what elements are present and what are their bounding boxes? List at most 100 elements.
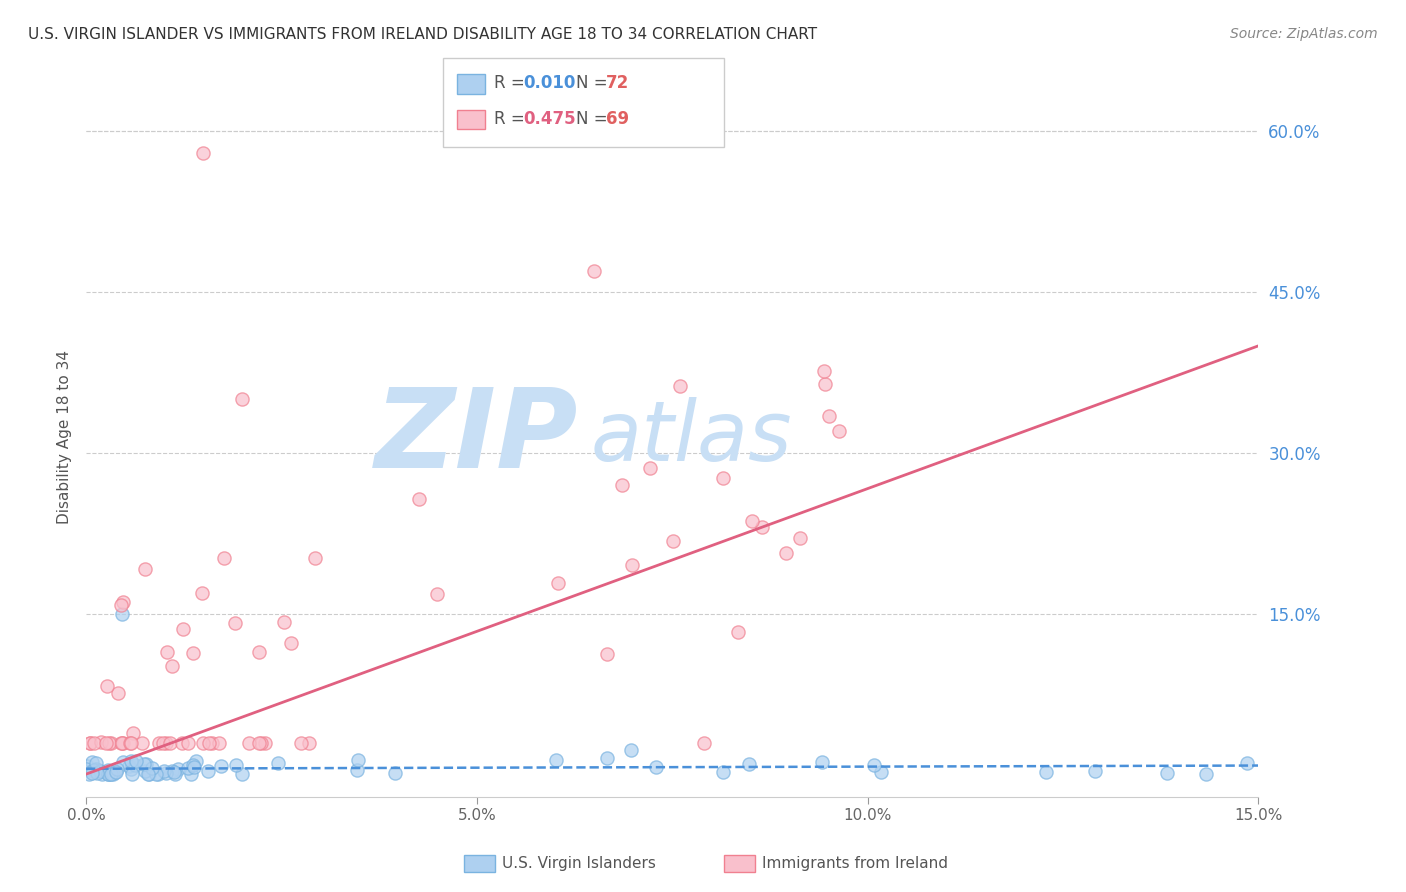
Point — [347, 753, 370, 767]
Point — [1084, 764, 1107, 779]
Point — [118, 759, 141, 773]
Point — [160, 659, 183, 673]
Point — [612, 478, 634, 492]
Point — [83, 736, 105, 750]
Point — [408, 492, 430, 507]
Point — [1035, 765, 1057, 780]
Point — [208, 736, 231, 750]
Point — [124, 754, 146, 768]
Point — [110, 736, 132, 750]
Point — [863, 758, 886, 772]
Point — [692, 736, 714, 750]
Point — [156, 645, 179, 659]
Point — [155, 765, 177, 780]
Point — [152, 736, 174, 750]
Point — [105, 764, 128, 779]
Point — [105, 762, 128, 776]
Point — [111, 755, 134, 769]
Point — [193, 145, 215, 160]
Point — [583, 263, 606, 277]
Point — [136, 767, 159, 781]
Point — [141, 761, 163, 775]
Point — [280, 636, 302, 650]
Point — [183, 760, 205, 774]
Point — [90, 735, 112, 749]
Y-axis label: Disability Age 18 to 34: Disability Age 18 to 34 — [58, 350, 72, 524]
Point — [148, 767, 170, 781]
Point — [197, 764, 219, 779]
Point — [79, 736, 101, 750]
Point — [104, 764, 127, 779]
Point — [97, 763, 120, 777]
Point — [97, 767, 120, 781]
Point — [148, 736, 170, 750]
Point — [181, 646, 204, 660]
Point — [79, 736, 101, 750]
Point — [727, 624, 749, 639]
Text: N =: N = — [576, 110, 613, 128]
Point — [177, 736, 200, 750]
Text: U.S. VIRGIN ISLANDER VS IMMIGRANTS FROM IRELAND DISABILITY AGE 18 TO 34 CORRELAT: U.S. VIRGIN ISLANDER VS IMMIGRANTS FROM … — [28, 27, 817, 42]
Point — [668, 379, 690, 393]
Point — [94, 736, 117, 750]
Point — [98, 766, 121, 780]
Text: ZIP: ZIP — [375, 384, 578, 491]
Text: Source: ZipAtlas.com: Source: ZipAtlas.com — [1230, 27, 1378, 41]
Point — [91, 767, 114, 781]
Point — [662, 533, 685, 548]
Point — [155, 736, 177, 750]
Text: 72: 72 — [606, 74, 630, 92]
Point — [134, 562, 156, 576]
Point — [814, 376, 837, 391]
Point — [789, 531, 811, 545]
Point — [138, 767, 160, 781]
Point — [620, 558, 643, 573]
Point — [118, 736, 141, 750]
Point — [172, 623, 194, 637]
Point — [186, 754, 208, 768]
Text: atlas: atlas — [591, 397, 792, 477]
Point — [77, 766, 100, 780]
Point — [163, 765, 186, 780]
Point — [191, 736, 214, 750]
Point — [120, 762, 142, 776]
Point — [110, 598, 132, 612]
Point — [212, 550, 235, 565]
Point — [238, 736, 260, 750]
Point — [711, 765, 734, 780]
Point — [869, 764, 891, 779]
Text: 0.475: 0.475 — [523, 110, 575, 128]
Point — [111, 595, 134, 609]
Point — [98, 736, 121, 750]
Point — [817, 409, 839, 423]
Point — [131, 736, 153, 750]
Point — [1156, 766, 1178, 780]
Point — [86, 763, 108, 777]
Point — [273, 615, 295, 630]
Point — [546, 753, 568, 767]
Point — [346, 763, 368, 777]
Point — [86, 766, 108, 780]
Text: Immigrants from Ireland: Immigrants from Ireland — [762, 856, 948, 871]
Point — [159, 736, 181, 750]
Point — [97, 767, 120, 781]
Point — [180, 766, 202, 780]
Text: U.S. Virgin Islanders: U.S. Virgin Islanders — [502, 856, 655, 871]
Point — [76, 759, 98, 773]
Point — [596, 751, 619, 765]
Text: R =: R = — [494, 110, 530, 128]
Point — [100, 767, 122, 781]
Point — [121, 767, 143, 781]
Point — [225, 757, 247, 772]
Point — [827, 424, 849, 438]
Point — [181, 758, 204, 772]
Point — [80, 756, 103, 770]
Point — [224, 615, 246, 630]
Point — [384, 766, 406, 780]
Text: 0.010: 0.010 — [523, 74, 575, 92]
Point — [165, 767, 187, 781]
Point — [170, 736, 193, 750]
Point — [89, 764, 111, 778]
Point — [111, 736, 134, 750]
Point — [80, 764, 103, 778]
